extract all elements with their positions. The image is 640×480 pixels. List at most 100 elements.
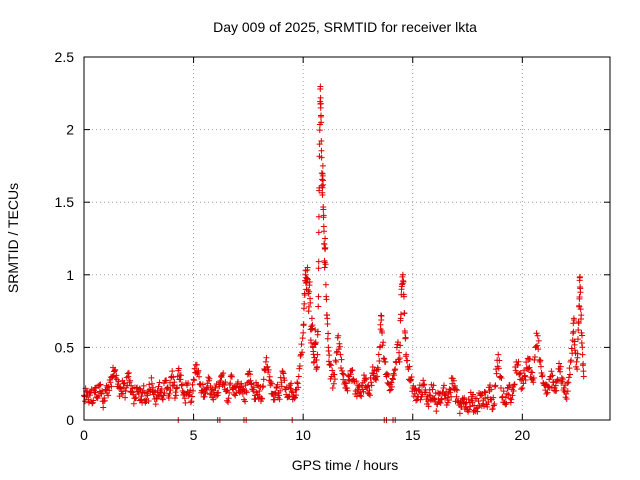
data-point: [180, 389, 187, 396]
data-point: [191, 365, 198, 372]
data-point: [176, 376, 183, 383]
data-point: [380, 339, 387, 346]
data-point: [319, 176, 326, 183]
data-point: [492, 382, 499, 389]
data-point: [550, 379, 557, 386]
data-point: [436, 398, 443, 405]
data-point: [133, 394, 140, 401]
data-point: [225, 399, 232, 406]
data-point: [266, 373, 273, 380]
data-point: [391, 372, 398, 379]
data-point: [349, 367, 356, 374]
x-tick-label: 10: [295, 427, 311, 443]
data-point: [398, 286, 405, 293]
data-point: [565, 379, 572, 386]
data-point: [172, 389, 179, 396]
data-point: [316, 121, 323, 128]
data-point: [576, 293, 583, 300]
data-point: [426, 392, 433, 399]
data-point: [535, 337, 542, 344]
data-point: [557, 368, 564, 375]
data-point: [564, 388, 571, 395]
data-point: [306, 288, 313, 295]
data-point: [115, 378, 122, 385]
data-point: [563, 395, 570, 402]
data-point: [169, 382, 176, 389]
data-point: [491, 383, 498, 390]
data-point: [556, 360, 563, 367]
data-point: [306, 282, 313, 289]
data-point: [164, 384, 171, 391]
data-point: [570, 330, 577, 337]
data-point: [387, 386, 394, 393]
data-point: [112, 366, 119, 373]
data-point: [417, 396, 424, 403]
data-point: [388, 383, 395, 390]
data-point: [358, 382, 365, 389]
data-point: [250, 384, 257, 391]
data-point: [304, 267, 311, 274]
data-point: [174, 384, 181, 391]
data-point: [289, 389, 296, 396]
data-point: [369, 364, 376, 371]
data-point: [507, 399, 514, 406]
data-point: [300, 329, 307, 336]
data-point: [194, 370, 201, 377]
data-point: [217, 373, 224, 380]
data-point: [446, 386, 453, 393]
data-point: [354, 386, 361, 393]
data-point: [315, 258, 322, 265]
data-point: [325, 358, 332, 365]
data-point: [296, 363, 303, 370]
data-point: [300, 321, 307, 328]
data-point: [467, 403, 474, 410]
data-point: [342, 380, 349, 387]
data-point: [318, 147, 325, 154]
data-point: [577, 285, 584, 292]
data-point: [187, 387, 194, 394]
data-point: [471, 407, 478, 414]
data-point: [367, 392, 374, 399]
data-point: [338, 356, 345, 363]
data-point: [448, 393, 455, 400]
data-point: [120, 380, 127, 387]
data-point: [167, 387, 174, 394]
data-point: [181, 395, 188, 402]
data-point: [358, 393, 365, 400]
data-point: [368, 382, 375, 389]
data-point: [140, 382, 147, 389]
x-tick-label: 15: [405, 427, 421, 443]
data-point: [329, 385, 336, 392]
data-point: [190, 376, 197, 383]
data-point: [401, 327, 408, 334]
data-point: [571, 347, 578, 354]
data-point: [400, 278, 407, 285]
data-point: [104, 384, 111, 391]
data-point: [236, 384, 243, 391]
data-point: [395, 356, 402, 363]
data-point: [265, 366, 272, 373]
data-point: [90, 397, 97, 404]
data-point: [523, 359, 530, 366]
data-point: [171, 379, 178, 386]
data-point: [360, 388, 367, 395]
data-point: [498, 375, 505, 382]
data-point: [317, 94, 324, 101]
data-point: [408, 373, 415, 380]
data-point: [374, 373, 381, 380]
data-point: [165, 394, 172, 401]
data-point: [397, 311, 404, 318]
data-point: [263, 354, 270, 361]
data-point: [383, 370, 390, 377]
data-point: [252, 396, 259, 403]
data-point: [559, 376, 566, 383]
data-point: [100, 404, 107, 411]
data-point: [313, 357, 320, 364]
data-point: [247, 371, 254, 378]
data-point: [568, 357, 575, 364]
data-point: [318, 137, 325, 144]
data-point: [301, 291, 308, 298]
data-point: [379, 342, 386, 349]
data-point: [333, 349, 340, 356]
data-point: [177, 372, 184, 379]
